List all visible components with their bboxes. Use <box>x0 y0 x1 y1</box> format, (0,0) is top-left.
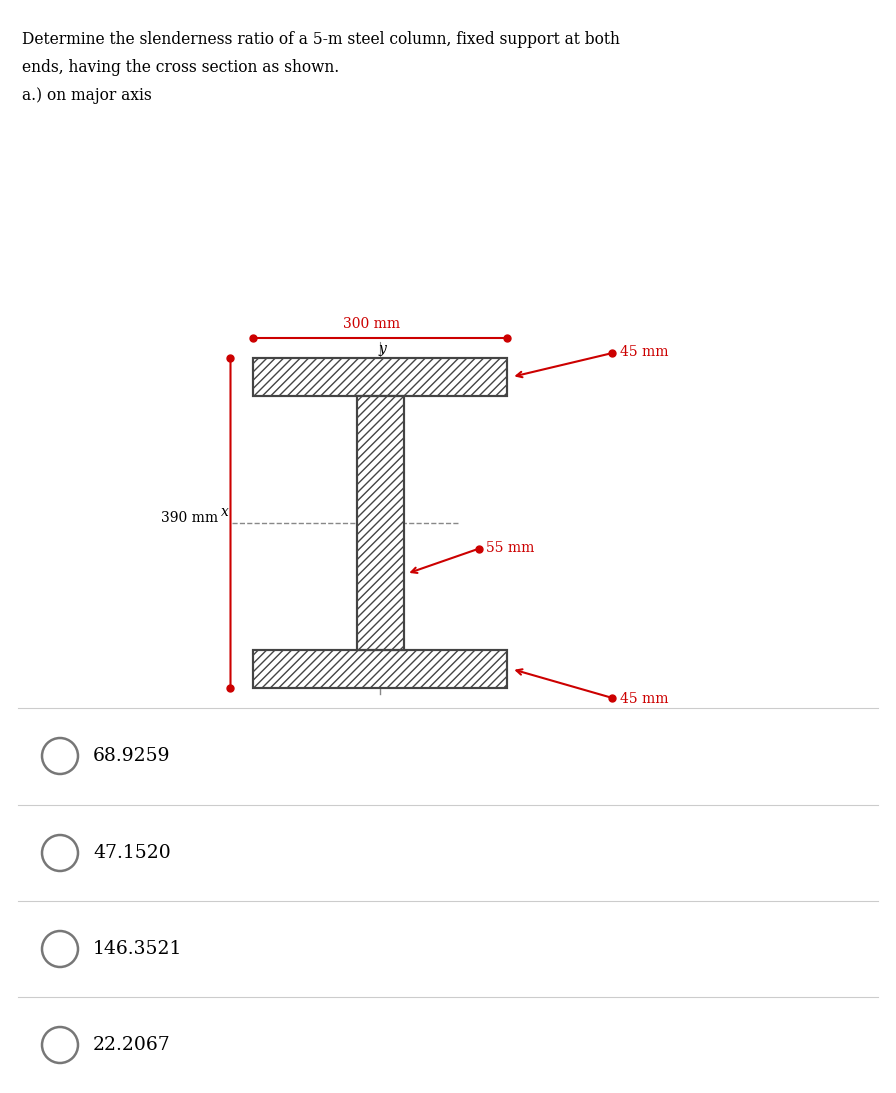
Text: a.) on major axis: a.) on major axis <box>22 87 151 104</box>
Bar <box>253 359 507 396</box>
Text: ends, having the cross section as shown.: ends, having the cross section as shown. <box>22 59 340 77</box>
Text: 68.9259: 68.9259 <box>93 747 170 765</box>
Text: 146.3521: 146.3521 <box>93 940 183 957</box>
Text: y: y <box>378 342 386 356</box>
Text: 22.2067: 22.2067 <box>93 1036 171 1054</box>
Text: 390 mm: 390 mm <box>161 512 219 525</box>
Text: Determine the slenderness ratio of a 5-m steel column, fixed support at both: Determine the slenderness ratio of a 5-m… <box>22 31 620 48</box>
Text: 47.1520: 47.1520 <box>93 844 171 862</box>
Text: 45 mm: 45 mm <box>621 345 669 359</box>
Bar <box>357 396 403 650</box>
Text: 55 mm: 55 mm <box>487 541 535 555</box>
Bar <box>253 650 507 687</box>
Bar <box>253 650 507 687</box>
Text: 300 mm: 300 mm <box>343 317 401 331</box>
Bar <box>357 396 403 650</box>
Text: 45 mm: 45 mm <box>621 692 669 706</box>
Bar <box>253 359 507 396</box>
Text: x: x <box>220 505 228 519</box>
